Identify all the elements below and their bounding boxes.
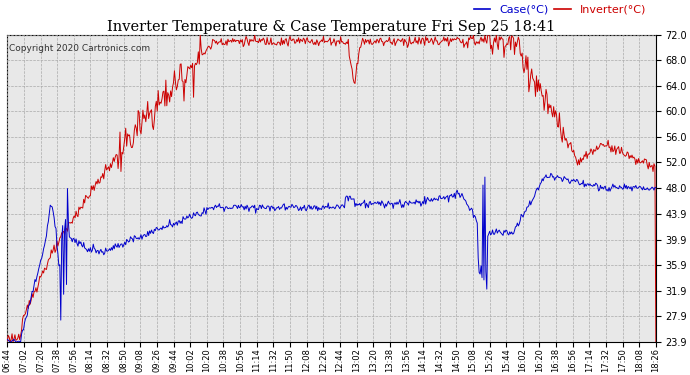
Text: Copyright 2020 Cartronics.com: Copyright 2020 Cartronics.com (8, 44, 150, 53)
Title: Inverter Temperature & Case Temperature Fri Sep 25 18:41: Inverter Temperature & Case Temperature … (108, 20, 555, 34)
Legend: Case(°C), Inverter(°C): Case(°C), Inverter(°C) (469, 0, 650, 19)
